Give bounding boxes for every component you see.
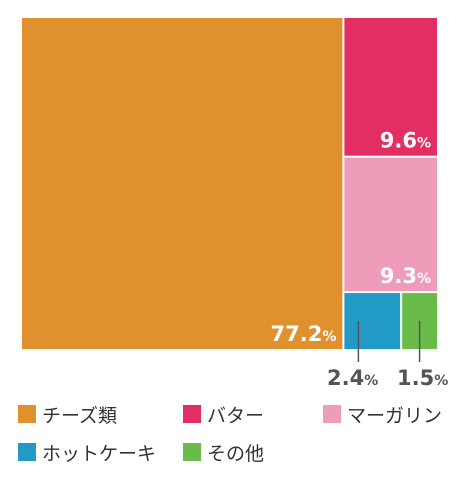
legend-item-butter: バター — [183, 402, 323, 427]
treemap-chart: 77.2% 9.6% 9.3% 2.4% 1.5% — [22, 18, 448, 390]
data-label-butter: 9.6% — [380, 129, 431, 153]
legend-label-other: その他 — [207, 442, 265, 465]
legend-item-cheese: チーズ類 — [18, 402, 183, 427]
data-label-pancake: 2.4% — [327, 366, 378, 390]
tile-margarine — [344, 157, 437, 292]
legend-label-pancake: ホットケーキ — [42, 442, 157, 465]
legend-item-pancake: ホットケーキ — [18, 440, 183, 465]
legend-swatch-cheese — [18, 405, 36, 423]
legend-label-butter: バター — [207, 404, 265, 427]
tile-cheese — [22, 18, 343, 349]
legend-swatch-pancake — [18, 443, 36, 461]
data-label-cheese: 77.2% — [271, 322, 337, 346]
legend-label-cheese: チーズ類 — [42, 404, 118, 427]
tile-pancake — [344, 293, 401, 349]
tile-butter — [344, 18, 437, 156]
legend-item-other: その他 — [183, 440, 323, 465]
data-label-other: 1.5% — [397, 366, 448, 390]
legend-item-margarine: マーガリン — [323, 402, 468, 427]
legend-swatch-butter — [183, 405, 201, 423]
data-label-margarine: 9.3% — [380, 264, 431, 288]
legend-swatch-other — [183, 443, 201, 461]
legend-label-margarine: マーガリン — [347, 404, 443, 427]
legend: チーズ類 バター マーガリン ホットケーキ その他 — [18, 402, 468, 465]
legend-swatch-margarine — [323, 405, 341, 423]
